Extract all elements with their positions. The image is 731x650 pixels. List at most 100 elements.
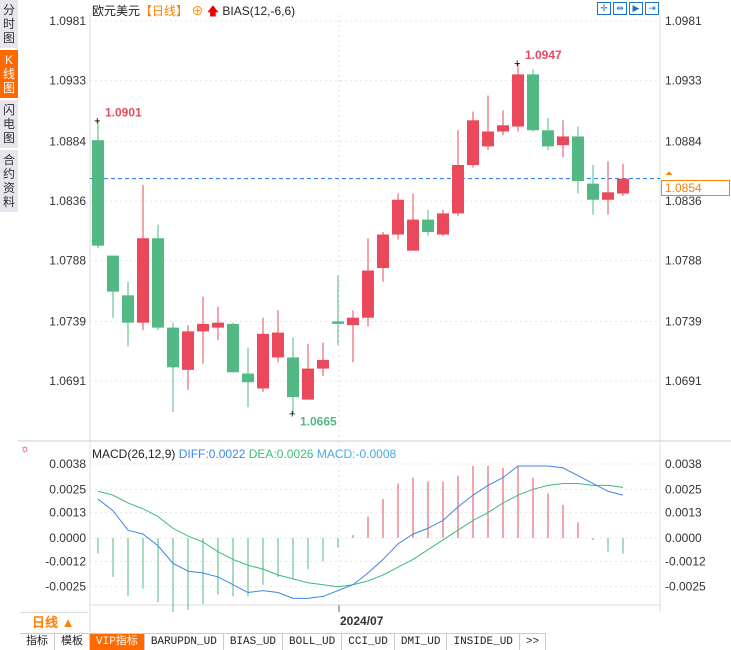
goto-end-icon[interactable]: ⇥ [645,2,659,15]
period-button[interactable]: 日线 ▲ [20,612,88,632]
candle-body [347,317,359,326]
candle-body [512,74,524,127]
candle-body [362,270,374,318]
candle-body [377,234,389,269]
left-macd-tick: 0.0000 [49,531,86,545]
diff-line [97,465,624,599]
macd-dea: DEA:0.0026 [248,447,314,461]
left-macd-tick: 0.0025 [49,482,86,496]
sidebar-tab-timeshare[interactable]: 分时图 [0,0,18,48]
candle-body [437,213,449,235]
candle-body [182,331,194,370]
candle-body [617,178,629,194]
fit-icon[interactable]: ⇹ [613,2,627,15]
tab-dmi[interactable]: DMI_UD [395,634,448,650]
right-macd-tick: 0.0000 [665,531,702,545]
candle-body [212,322,224,328]
left-macd-tick: 0.0013 [49,506,86,520]
indicator-label[interactable]: BIAS(12,-6,6) [222,4,296,18]
macd-title: MACD(26,12,9) DIFF:0.0022 DEA:0.0026 MAC… [92,447,396,461]
candle-body [272,332,284,358]
candle-body [407,219,419,251]
add-indicator-icon[interactable]: ⊕ [191,4,204,18]
candle-body [602,192,614,200]
chart-title: 欧元美元【日线】 ⊕ 🡅 BIAS(12,-6,6) [92,2,295,23]
tab-cci[interactable]: CCI_UD [342,634,395,650]
left-price-tick: 1.0788 [49,254,86,268]
indicator-tabs: 指标 模板 VIP指标 BARUPDN_UD BIAS_UD BOLL_UD C… [20,633,547,650]
candle-body [92,140,104,246]
macd-params: MACD(26,12,9) [92,447,176,461]
candle-body [557,136,569,146]
sidebar-tab-contract[interactable]: 合约资料 [0,150,18,212]
candle-body [497,125,509,132]
candle-body [332,321,344,324]
left-price-tick: 1.0836 [49,194,86,208]
left-price-tick: 1.0981 [49,14,86,28]
left-macd-tick: 0.0038 [49,457,86,471]
sidebar-tab-flash[interactable]: 闪电图 [0,100,18,148]
candle-body [137,238,149,323]
macd-diff: DIFF:0.0022 [178,447,246,461]
tab-templates[interactable]: 模板 [55,634,90,650]
right-macd-tick: 0.0038 [665,457,702,471]
first-high-label: 1.0901 [105,105,142,119]
crosshair-icon[interactable]: ✛ [597,2,611,15]
tab-barupdn[interactable]: BARUPDN_UD [145,634,224,650]
right-price-tick: 1.0933 [665,74,702,88]
tab-more[interactable]: >> [520,634,547,650]
candle-body [287,357,299,398]
tab-inside[interactable]: INSIDE_UD [447,634,520,650]
right-price-tick: 1.0788 [665,254,702,268]
period-label: 【日线】 [140,4,189,18]
candle-body [197,323,209,332]
settings-sun-icon[interactable]: ☼ [20,443,31,455]
candle-body [542,130,554,147]
left-macd-tick: -0.0025 [45,580,86,594]
period-high-label: 1.0947 [525,48,562,62]
candle-body [167,327,179,368]
candle-body [422,219,434,233]
right-price-tick: 1.0836 [665,194,702,208]
sidebar-tab-kline[interactable]: K线图 [0,50,18,98]
sidebar: 分时图 K线图 闪电图 合约资料 [0,0,18,215]
candle-body [227,323,239,373]
candle-body [257,333,269,389]
tab-boll[interactable]: BOLL_UD [283,634,343,650]
right-price-tick: 1.0691 [665,374,702,388]
candle-body [317,359,329,369]
period-low-label: 1.0665 [300,414,337,428]
dea-line [97,482,624,588]
candle-body [587,183,599,200]
candle-body [242,373,254,383]
candle-body [152,238,164,328]
left-price-tick: 1.0884 [49,134,86,148]
right-macd-tick: 0.0025 [665,482,702,496]
left-price-tick: 1.0739 [49,314,86,328]
price-up-icon: ⏶ [665,169,673,180]
arrow-up-icon[interactable]: 🡅 [206,4,220,18]
candle-body [482,131,494,147]
left-price-tick: 1.0933 [49,74,86,88]
chart-toolbar: ✛ ⇹ ▶ ⇥ [597,2,659,15]
current-price-label: 1.0854 [661,180,730,196]
left-price-tick: 1.0691 [49,374,86,388]
tab-vip[interactable]: VIP指标 [90,634,145,650]
right-macd-tick: -0.0012 [665,554,706,568]
candle-body [572,136,584,182]
marker-cross: + [94,115,100,127]
right-macd-tick: -0.0025 [665,580,706,594]
candle-body [467,120,479,166]
candle-body [302,368,314,400]
x-axis-date: 2024/07 [340,614,384,628]
play-icon[interactable]: ▶ [629,2,643,15]
tab-indicators[interactable]: 指标 [20,634,55,650]
candle-body [527,74,539,131]
candle-body [122,295,134,323]
right-price-tick: 1.0981 [665,14,702,28]
tab-bias[interactable]: BIAS_UD [224,634,284,650]
candle-body [107,255,119,292]
symbol-name: 欧元美元 [92,4,141,18]
right-price-tick: 1.0884 [665,134,702,148]
